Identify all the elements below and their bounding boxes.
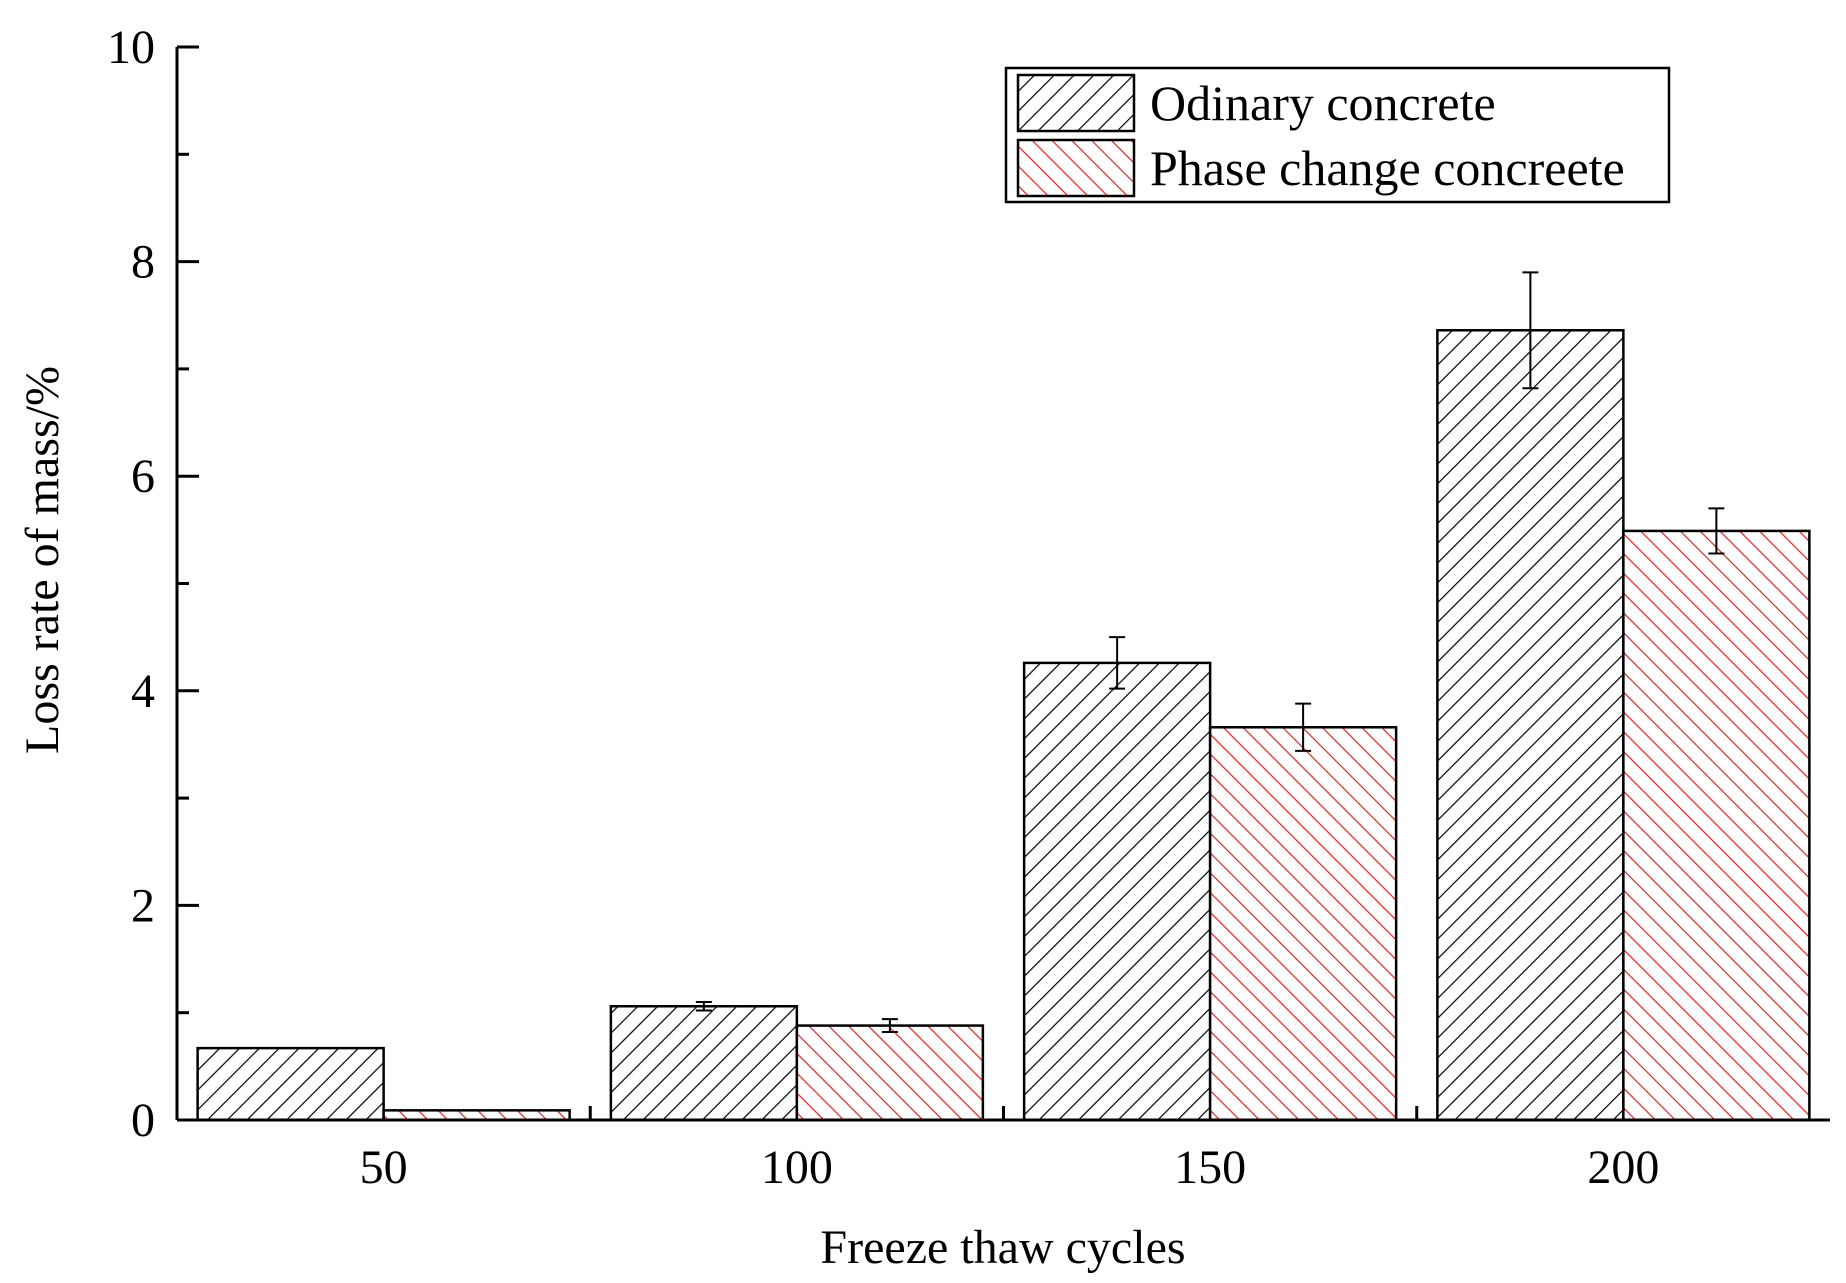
x-tick-label-50: 50 <box>360 1141 408 1194</box>
bar-phase-change-concreete-200 <box>1622 529 1811 1122</box>
legend: Odinary concrete Phase change concreete <box>1004 66 1671 204</box>
bars-group <box>196 329 1811 1122</box>
y-tick-label-6: 6 <box>131 450 155 503</box>
error-bar-odinary-concrete-100 <box>695 1000 712 1012</box>
bar-odinary-concrete-50 <box>196 1046 385 1122</box>
legend-swatch-odinary-concrete <box>1016 73 1136 133</box>
legend-label-phase-change-concreete: Phase change concreete <box>1150 140 1625 196</box>
x-axis-label: Freeze thaw cycles <box>820 1221 1185 1274</box>
y-tick-label-0: 0 <box>131 1094 155 1147</box>
bar-odinary-concrete-100 <box>609 1005 799 1122</box>
y-tick-label-8: 8 <box>131 236 155 289</box>
error-bar-odinary-concrete-200 <box>1522 271 1539 390</box>
legend-swatch-phase-change-concreete <box>1016 138 1136 198</box>
y-tick-label-2: 2 <box>131 879 155 932</box>
x-tick-label-100: 100 <box>761 1141 833 1194</box>
error-bar-phase-change-concreete-100 <box>881 1018 898 1034</box>
bar-odinary-concrete-150 <box>1022 661 1212 1122</box>
error-bar-phase-change-concreete-200 <box>1708 507 1725 555</box>
bar-phase-change-concreete-100 <box>795 1024 985 1122</box>
y-axis-label: Loss rate of mass/% <box>16 366 69 754</box>
error-bar-odinary-concrete-150 <box>1109 636 1126 690</box>
axes-group: 50 100 150 200 0 2 4 6 8 10 <box>107 21 1830 1194</box>
bar-odinary-concrete-200 <box>1436 329 1625 1122</box>
error-bars-group <box>695 271 1725 1034</box>
x-tick-label-200: 200 <box>1587 1141 1659 1194</box>
legend-label-odinary-concrete: Odinary concrete <box>1150 75 1496 131</box>
bar-phase-change-concreete-150 <box>1208 726 1398 1122</box>
x-tick-label-150: 150 <box>1174 1141 1246 1194</box>
y-tick-label-4: 4 <box>131 665 155 718</box>
y-tick-label-10: 10 <box>107 21 155 74</box>
error-bar-phase-change-concreete-150 <box>1295 702 1312 752</box>
